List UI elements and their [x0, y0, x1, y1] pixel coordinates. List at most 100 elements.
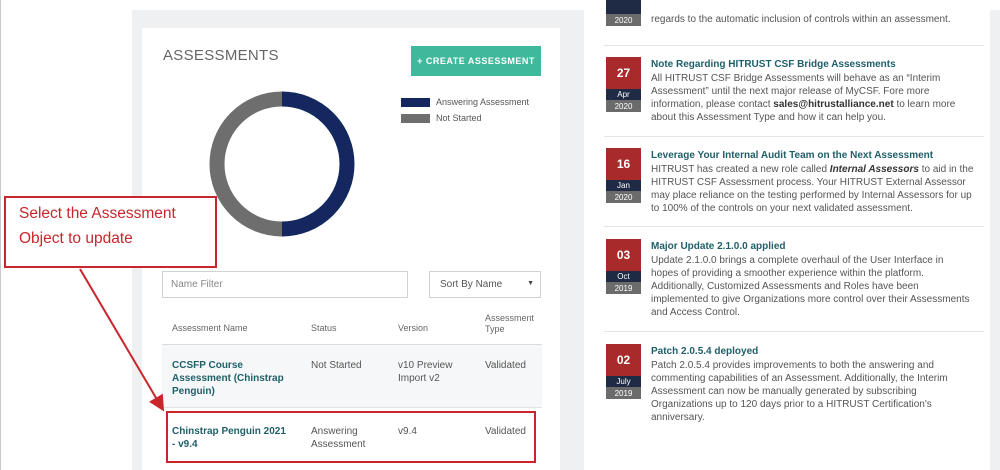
- assessment-name-line: Penguin): [172, 386, 215, 397]
- news-title[interactable]: Note Regarding HITRUST CSF Bridge Assess…: [651, 59, 896, 70]
- column-header-name[interactable]: Assessment Name: [172, 323, 248, 333]
- news-day: 16: [606, 148, 641, 180]
- news-body-text: HITRUST has created a new role called: [651, 164, 828, 175]
- assessment-version: v9.4: [398, 426, 417, 437]
- news-year: 2019: [606, 387, 641, 399]
- news-date-badge: 27 Apr 2020: [606, 57, 641, 112]
- assessment-name-line: CCSFP Course: [172, 360, 243, 371]
- donut-slice-not-started[interactable]: [209, 91, 283, 237]
- annotation-line: Select the Assessment: [19, 205, 176, 222]
- assessment-name-line: - v9.4: [172, 439, 198, 450]
- news-month: Oct: [606, 271, 641, 282]
- legend-label-answering: Answering Assessment: [436, 97, 530, 107]
- news-month: July: [606, 376, 641, 387]
- annotation-callout: Select the Assessment Object to update: [4, 196, 217, 268]
- assessment-type: Validated: [485, 360, 526, 371]
- left-border: [0, 0, 1, 470]
- news-divider: [604, 136, 984, 137]
- news-body-line: Assessment can now be manually generated…: [651, 386, 917, 397]
- news-body-line: Organizations up to 120 days prior to a …: [651, 399, 932, 410]
- news-body-line: may place reliance on the testing perfor…: [651, 190, 972, 201]
- column-header-type-line2: Type: [485, 324, 505, 334]
- legend-swatch-answering: [401, 97, 430, 107]
- news-divider: [604, 226, 984, 227]
- news-month: Jan: [606, 180, 641, 191]
- column-header-status[interactable]: Status: [311, 323, 337, 333]
- sort-by-value: Sort By Name: [440, 279, 503, 290]
- news-body-line: All HITRUST CSF Bridge Assessments will …: [651, 73, 941, 84]
- news-body-line: Patch 2.0.5.4 provides improvements to b…: [651, 360, 934, 371]
- news-body-line: Update 2.1.0.0 brings a complete overhau…: [651, 255, 944, 266]
- highlighted-assessment-row: [166, 411, 536, 463]
- news-body-line: Additionally, Customized Assessments and…: [651, 281, 919, 292]
- news-date-badge: 16 Jan 2020: [606, 148, 641, 203]
- news-body-emphasis: Internal Assessors: [829, 164, 919, 175]
- news-year: 2020: [606, 191, 641, 203]
- news-body-line: commenting capabilities of an Assessment…: [651, 373, 948, 384]
- news-body: HITRUST has created a new role called In…: [651, 163, 981, 215]
- create-assessment-button[interactable]: + CREATE ASSESSMENT: [411, 46, 541, 76]
- news-body: regards to the automatic inclusion of co…: [651, 14, 951, 25]
- news-month: [606, 0, 641, 14]
- news-divider: [604, 331, 984, 332]
- news-divider: [604, 45, 984, 46]
- news-body-text: to learn more: [896, 99, 956, 110]
- sort-by-select[interactable]: Sort By Name ▼: [429, 271, 541, 298]
- assessment-name-line: Chinstrap Penguin 2021: [172, 426, 286, 437]
- legend-item-answering: Answering Assessment: [401, 94, 529, 110]
- annotation-line: Object to update: [19, 230, 133, 247]
- assessment-version: v10 Preview Import v2: [398, 359, 452, 385]
- status-line: Answering: [311, 426, 358, 437]
- donut-slices: [209, 91, 355, 237]
- news-body: All HITRUST CSF Bridge Assessments will …: [651, 72, 981, 124]
- news-date-badge: 02 July 2019: [606, 344, 641, 399]
- news-day: 02: [606, 344, 641, 376]
- news-title[interactable]: Patch 2.0.5.4 deployed: [651, 346, 759, 357]
- news-body-line: implemented to give Organizations more c…: [651, 294, 970, 305]
- column-header-version[interactable]: Version: [398, 323, 429, 333]
- news-date-badge: 2020: [606, 0, 641, 26]
- legend-swatch-not-started: [401, 113, 430, 123]
- news-title[interactable]: Major Update 2.1.0.0 applied: [651, 241, 786, 252]
- sales-email-link[interactable]: sales@hitrustalliance.net: [773, 99, 894, 110]
- assessment-status-donut-chart: [209, 91, 355, 237]
- news-body-line: hopes of providing a smoother experience…: [651, 268, 924, 279]
- news-body-line: about this Assessment Type and how it ca…: [651, 112, 886, 123]
- assessment-name-link[interactable]: Chinstrap Penguin 2021 - v9.4: [172, 425, 286, 451]
- table-header-divider: [162, 344, 542, 345]
- assessment-name-line: Assessment (Chinstrap: [172, 373, 284, 384]
- status-line: Assessment: [311, 439, 366, 450]
- news-body: Update 2.1.0.0 brings a complete overhau…: [651, 254, 981, 319]
- news-body-text: information, please contact: [651, 99, 771, 110]
- legend-label-not-started: Not Started: [436, 113, 482, 123]
- news-body-line: HITRUST has created a new role called In…: [651, 163, 981, 176]
- table-row-divider: [162, 407, 542, 408]
- column-header-type[interactable]: Assessment Type: [485, 313, 534, 335]
- news-body-line: Assessment” until the next major release…: [651, 86, 930, 97]
- donut-slice-answering-assessment[interactable]: [281, 91, 355, 237]
- news-body-line: and Access Control.: [651, 307, 740, 318]
- news-date-badge: 03 Oct 2019: [606, 239, 641, 294]
- news-day: 03: [606, 239, 641, 271]
- news-year: 2020: [606, 100, 641, 112]
- caret-down-icon: ▼: [527, 280, 534, 287]
- chart-legend: Answering Assessment Not Started: [401, 94, 529, 126]
- news-body-line: HITRUST CSF Assessment process. Your HIT…: [651, 177, 966, 188]
- name-filter-input[interactable]: Name Filter: [162, 271, 408, 298]
- news-year: 2019: [606, 282, 641, 294]
- news-body: Patch 2.0.5.4 provides improvements to b…: [651, 359, 981, 424]
- version-line: Import v2: [398, 373, 440, 384]
- assessment-status: Answering Assessment: [311, 425, 365, 451]
- news-title[interactable]: Leverage Your Internal Audit Team on the…: [651, 150, 934, 161]
- column-header-type-line1: Assessment: [485, 313, 535, 323]
- news-month: Apr: [606, 89, 641, 100]
- assessment-name-link[interactable]: CCSFP Course Assessment (Chinstrap Pengu…: [172, 359, 284, 398]
- table-row[interactable]: [162, 345, 542, 407]
- assessment-status: Not Started: [311, 360, 362, 371]
- news-day: 27: [606, 57, 641, 89]
- news-body-text: to aid in the: [921, 164, 974, 175]
- news-body-line: anniversary.: [651, 412, 705, 423]
- version-line: v10 Preview: [398, 360, 453, 371]
- news-body-line: to 100% of the controls on your next val…: [651, 203, 913, 214]
